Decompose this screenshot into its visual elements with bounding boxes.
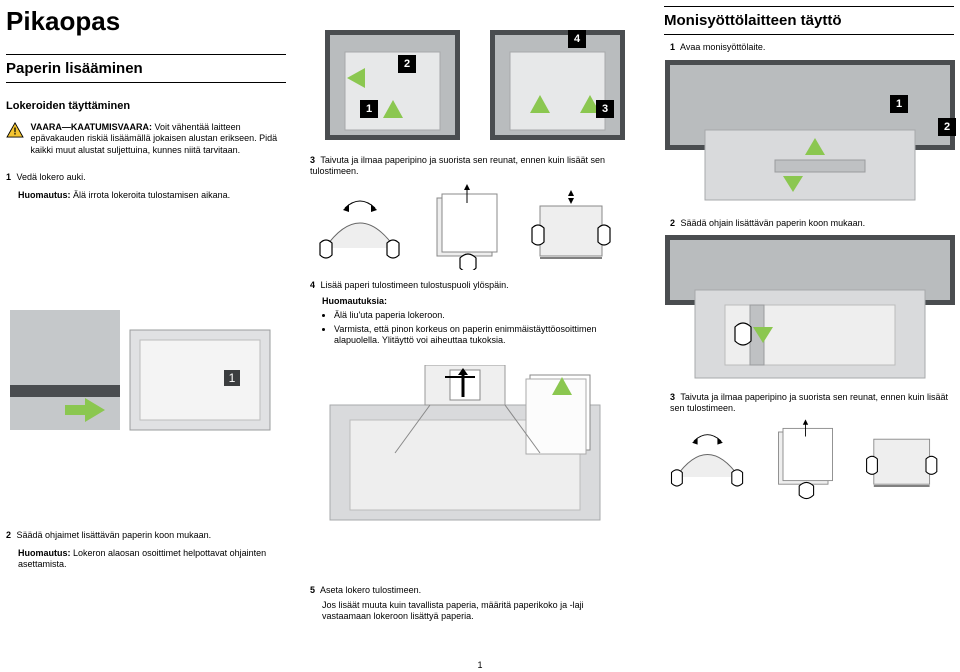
illustration-mpf-guide bbox=[665, 235, 955, 385]
callout-4: 4 bbox=[568, 30, 586, 48]
step-text: Jos lisäät muuta kuin tavallista paperia… bbox=[322, 600, 584, 621]
left-note-2: Huomautus: Lokeron alaosan osoittimet he… bbox=[18, 548, 286, 571]
right-step-1: 1 Avaa monisyöttölaite. bbox=[670, 42, 950, 53]
divider bbox=[6, 54, 286, 55]
right-step-2: 2 Säädä ohjain lisättävän paperin koon m… bbox=[670, 218, 950, 229]
note-label: Huomautus: bbox=[18, 190, 71, 200]
notes-heading: Huomautuksia: bbox=[322, 296, 387, 306]
svg-text:1: 1 bbox=[229, 371, 236, 385]
warning-label: VAARA—KAATUMISVAARA: bbox=[31, 122, 153, 132]
warning-block: ! VAARA—KAATUMISVAARA: Voit vähentää lai… bbox=[6, 122, 286, 156]
right-step-3: 3 Taivuta ja ilmaa paperipino ja suorist… bbox=[670, 392, 952, 415]
note-text: Älä irrota lokeroita tulostamisen aikana… bbox=[73, 190, 230, 200]
step-text: Aseta lokero tulostimeen. bbox=[320, 585, 421, 595]
step-text: Säädä ohjain lisättävän paperin koon muk… bbox=[681, 218, 866, 228]
svg-text:!: ! bbox=[13, 126, 16, 137]
step-text: Avaa monisyöttölaite. bbox=[680, 42, 765, 52]
section-paper-heading: Paperin lisääminen bbox=[6, 60, 143, 77]
page-title: Pikaopas bbox=[6, 6, 120, 37]
step-text: Lisää paperi tulostimeen tulostuspuoli y… bbox=[321, 280, 509, 290]
callout-1: 1 bbox=[360, 100, 378, 118]
right-title: Monisyöttölaitteen täyttö bbox=[664, 12, 842, 29]
divider bbox=[664, 6, 954, 7]
step-text: Vedä lokero auki. bbox=[17, 172, 86, 182]
step-number: 5 bbox=[310, 585, 315, 595]
page-number: 1 bbox=[477, 660, 482, 670]
notes-bullet-1: Älä liu'uta paperia lokeroon. bbox=[334, 310, 630, 321]
step-number: 1 bbox=[670, 42, 675, 52]
step-number: 4 bbox=[310, 280, 315, 290]
left-step-1: 1 Vedä lokero auki. bbox=[6, 172, 286, 183]
step-text: Säädä ohjaimet lisättävän paperin koon m… bbox=[17, 530, 212, 540]
step-text: Taivuta ja ilmaa paperipino ja suorista … bbox=[670, 392, 948, 413]
illustration-tray-open: 1 bbox=[10, 310, 280, 450]
step-text: Taivuta ja ilmaa paperipino ja suorista … bbox=[310, 155, 605, 176]
illustration-paper-flex-row-right bbox=[665, 415, 955, 505]
mid-step-5: 5 Aseta lokero tulostimeen. bbox=[310, 585, 630, 596]
step-number: 2 bbox=[6, 530, 11, 540]
step-number: 1 bbox=[6, 172, 11, 182]
notes-list: Älä liu'uta paperia lokeroon. Varmista, … bbox=[322, 310, 630, 346]
warning-tip-icon: ! bbox=[6, 122, 24, 141]
section-loader-heading: Lokeroiden täyttäminen bbox=[6, 100, 130, 112]
callout-right-2: 2 bbox=[938, 118, 956, 136]
mid-step-5-tail: Jos lisäät muuta kuin tavallista paperia… bbox=[322, 600, 630, 623]
callout-right-1: 1 bbox=[890, 95, 908, 113]
step-number: 3 bbox=[670, 392, 675, 402]
illustration-paper-insert bbox=[320, 365, 610, 530]
left-note-1: Huomautus: Älä irrota lokeroita tulostam… bbox=[18, 190, 286, 201]
divider bbox=[6, 82, 286, 83]
mid-step-4: 4 Lisää paperi tulostimeen tulostuspuoli… bbox=[310, 280, 630, 291]
callout-3: 3 bbox=[596, 100, 614, 118]
mid-notes-heading: Huomautuksia: Älä liu'uta paperia lokero… bbox=[322, 296, 630, 348]
step-number: 2 bbox=[670, 218, 675, 228]
notes-bullet-2: Varmista, että pinon korkeus on paperin … bbox=[334, 324, 630, 347]
callout-2: 2 bbox=[398, 55, 416, 73]
step-number: 3 bbox=[310, 155, 315, 165]
note-label: Huomautus: bbox=[18, 548, 71, 558]
illustration-printer-top bbox=[305, 0, 645, 145]
illustration-mpf-open bbox=[665, 60, 955, 210]
divider bbox=[664, 34, 954, 35]
left-step-2: 2 Säädä ohjaimet lisättävän paperin koon… bbox=[6, 530, 286, 541]
illustration-paper-flex-row bbox=[310, 180, 630, 270]
mid-step-3: 3 Taivuta ja ilmaa paperipino ja suorist… bbox=[310, 155, 630, 178]
